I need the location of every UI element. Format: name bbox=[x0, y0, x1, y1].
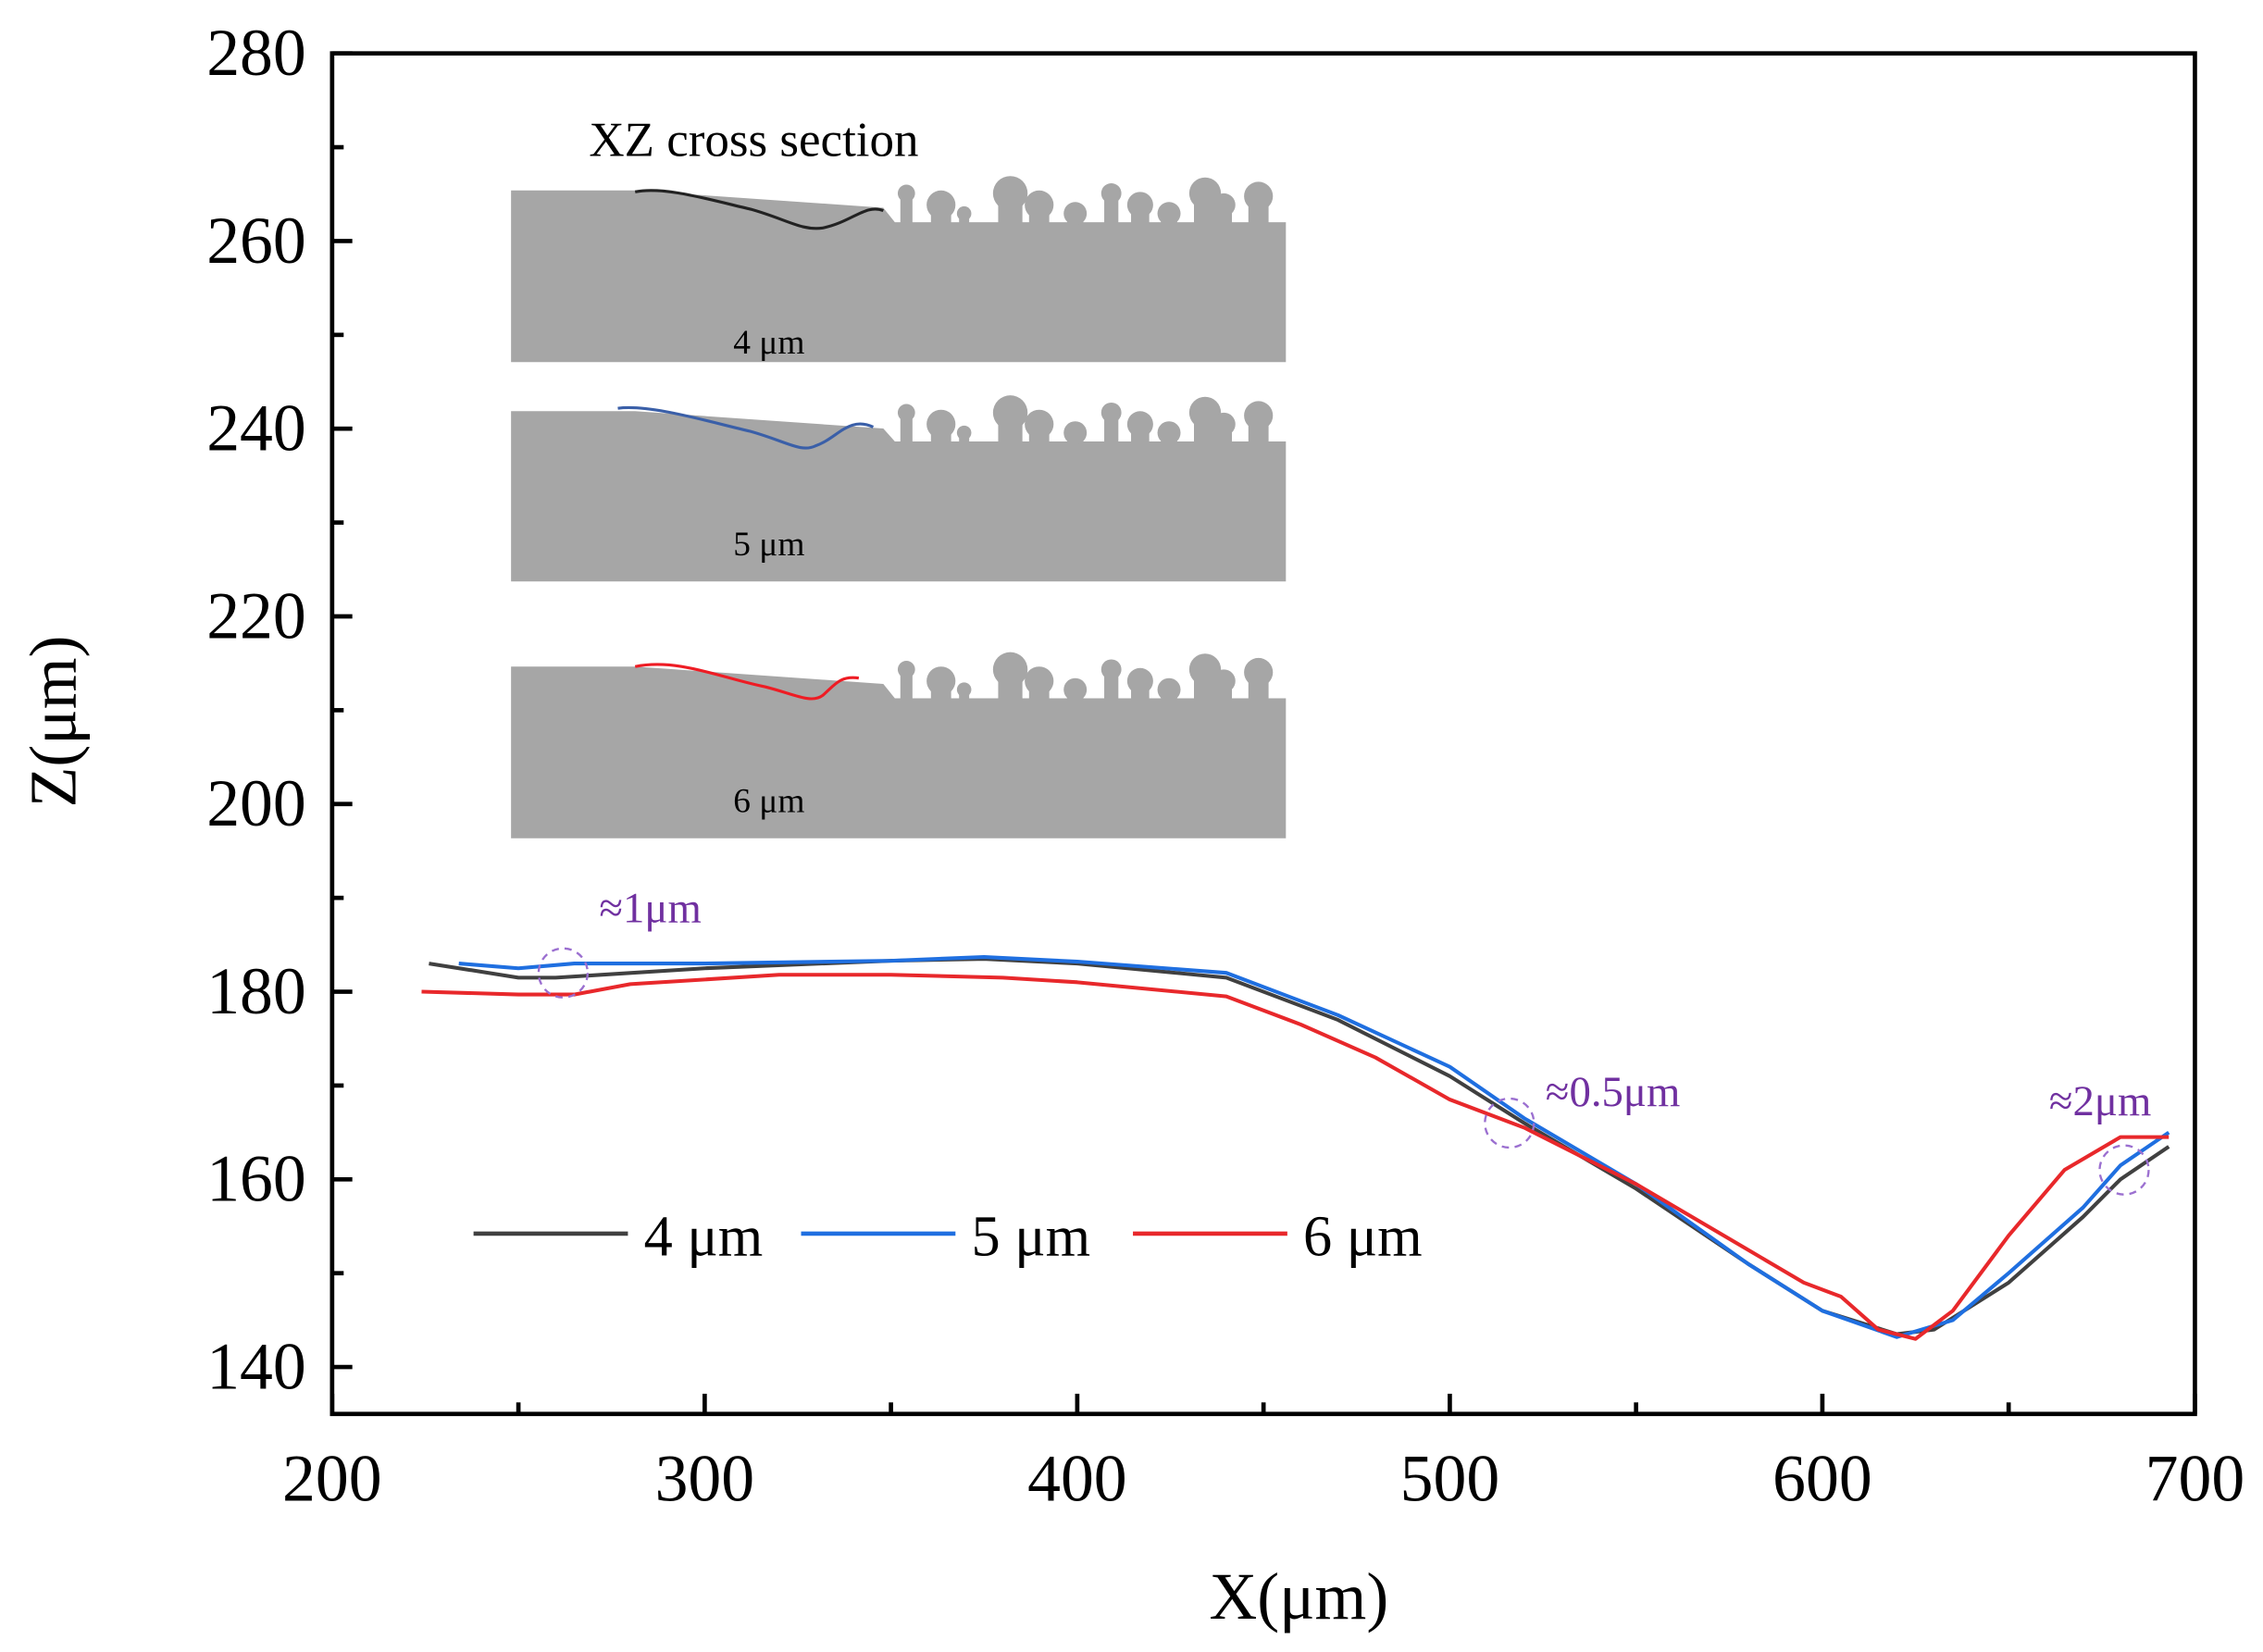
particle-neck bbox=[1194, 669, 1217, 701]
particle-neck bbox=[1248, 672, 1269, 701]
y-tick-label: 260 bbox=[206, 204, 306, 278]
particle-neck bbox=[900, 193, 913, 224]
legend: 4 μm 5 μm 6 μm bbox=[473, 1204, 1423, 1268]
particle-neck bbox=[1104, 412, 1119, 443]
legend-label: 6 μm bbox=[1303, 1204, 1423, 1268]
particle-neck bbox=[1066, 432, 1084, 443]
particle-neck bbox=[1131, 680, 1150, 701]
particle-neck bbox=[930, 680, 951, 701]
particle-neck bbox=[1104, 669, 1119, 701]
annotation-circle bbox=[2098, 1144, 2150, 1196]
inset-profile-line bbox=[634, 663, 860, 701]
annotations: ≈1μm ≈0.5μm ≈2μm bbox=[537, 885, 2151, 1196]
legend-label: 5 μm bbox=[971, 1204, 1090, 1268]
particle-neck bbox=[998, 669, 1023, 701]
legend-label: 4 μm bbox=[644, 1204, 764, 1268]
series-line-4um bbox=[429, 957, 2170, 1336]
x-tick-label: 500 bbox=[1400, 1441, 1500, 1515]
particle-neck bbox=[1131, 205, 1150, 224]
y-tick-label: 220 bbox=[206, 578, 306, 652]
series-line-6um bbox=[421, 973, 2170, 1341]
inset-cross-section: XZ cross section 4 μm 5 μm 6 μm bbox=[511, 113, 1287, 838]
annotation-label: ≈1μm bbox=[599, 885, 701, 933]
inset-panel-label: 4 μm bbox=[733, 324, 804, 362]
particle-neck bbox=[998, 193, 1023, 224]
x-axis-label: X(μm) bbox=[1209, 1559, 1388, 1633]
y-tick-label: 180 bbox=[206, 954, 306, 1028]
substrate bbox=[511, 411, 1287, 582]
x-tick-label: 300 bbox=[655, 1441, 755, 1515]
x-tick-label: 700 bbox=[2145, 1441, 2245, 1515]
particle-neck bbox=[1161, 432, 1177, 443]
inset-panel-label: 5 μm bbox=[733, 526, 804, 564]
annotation-circle bbox=[1484, 1097, 1536, 1149]
particle-neck bbox=[1248, 196, 1269, 224]
x-tick-label: 200 bbox=[282, 1441, 382, 1515]
substrate bbox=[511, 190, 1287, 363]
annotation-label: ≈2μm bbox=[2049, 1077, 2151, 1125]
y-axis-label: Z(μm) bbox=[16, 636, 90, 808]
ticks: 200 300 400 500 600 700 140 160 180 200 220 240 260 2… bbox=[206, 16, 2244, 1515]
substrate bbox=[511, 666, 1287, 838]
particle-neck bbox=[1215, 424, 1233, 443]
y-tick-label: 240 bbox=[206, 391, 306, 466]
inset-title: XZ cross section bbox=[589, 113, 918, 167]
curves bbox=[421, 955, 2170, 1341]
y-tick-label: 280 bbox=[206, 16, 306, 90]
particle-neck bbox=[959, 689, 970, 701]
particle-neck bbox=[1248, 415, 1269, 443]
particle-neck bbox=[900, 412, 913, 443]
particle-neck bbox=[1131, 424, 1150, 443]
particle-neck bbox=[959, 432, 970, 443]
particle-neck bbox=[900, 669, 913, 701]
particle-neck bbox=[1028, 680, 1050, 701]
inset-panel-5um: 5 μm bbox=[511, 395, 1287, 582]
particle-neck bbox=[1028, 424, 1050, 443]
annotation-label: ≈0.5μm bbox=[1546, 1068, 1681, 1116]
y-tick-label: 140 bbox=[206, 1329, 306, 1403]
particle-neck bbox=[930, 424, 951, 443]
y-tick-label: 160 bbox=[206, 1142, 306, 1216]
particle-neck bbox=[959, 213, 970, 224]
inset-profile-line bbox=[634, 189, 884, 230]
particle-neck bbox=[1161, 689, 1177, 701]
series-line-5um bbox=[458, 955, 2170, 1339]
particle-neck bbox=[1028, 205, 1050, 224]
inset-panel-6um: 6 μm bbox=[511, 652, 1287, 838]
particle-neck bbox=[1161, 213, 1177, 224]
particle-neck bbox=[1215, 680, 1233, 701]
particle-neck bbox=[998, 412, 1023, 443]
x-tick-label: 400 bbox=[1027, 1441, 1127, 1515]
particle-neck bbox=[1104, 193, 1119, 224]
particle-neck bbox=[1066, 689, 1084, 701]
particle-neck bbox=[930, 205, 951, 224]
inset-panel-4um: 4 μm bbox=[511, 176, 1287, 363]
annotation-circle bbox=[537, 947, 590, 999]
particle-neck bbox=[1215, 205, 1233, 224]
y-tick-label: 200 bbox=[206, 766, 306, 840]
inset-panel-label: 6 μm bbox=[733, 783, 804, 821]
inset-profile-line bbox=[617, 405, 875, 450]
particle-neck bbox=[1066, 213, 1084, 224]
x-tick-label: 600 bbox=[1772, 1441, 1872, 1515]
particle-neck bbox=[1194, 193, 1217, 224]
particle-neck bbox=[1194, 412, 1217, 443]
